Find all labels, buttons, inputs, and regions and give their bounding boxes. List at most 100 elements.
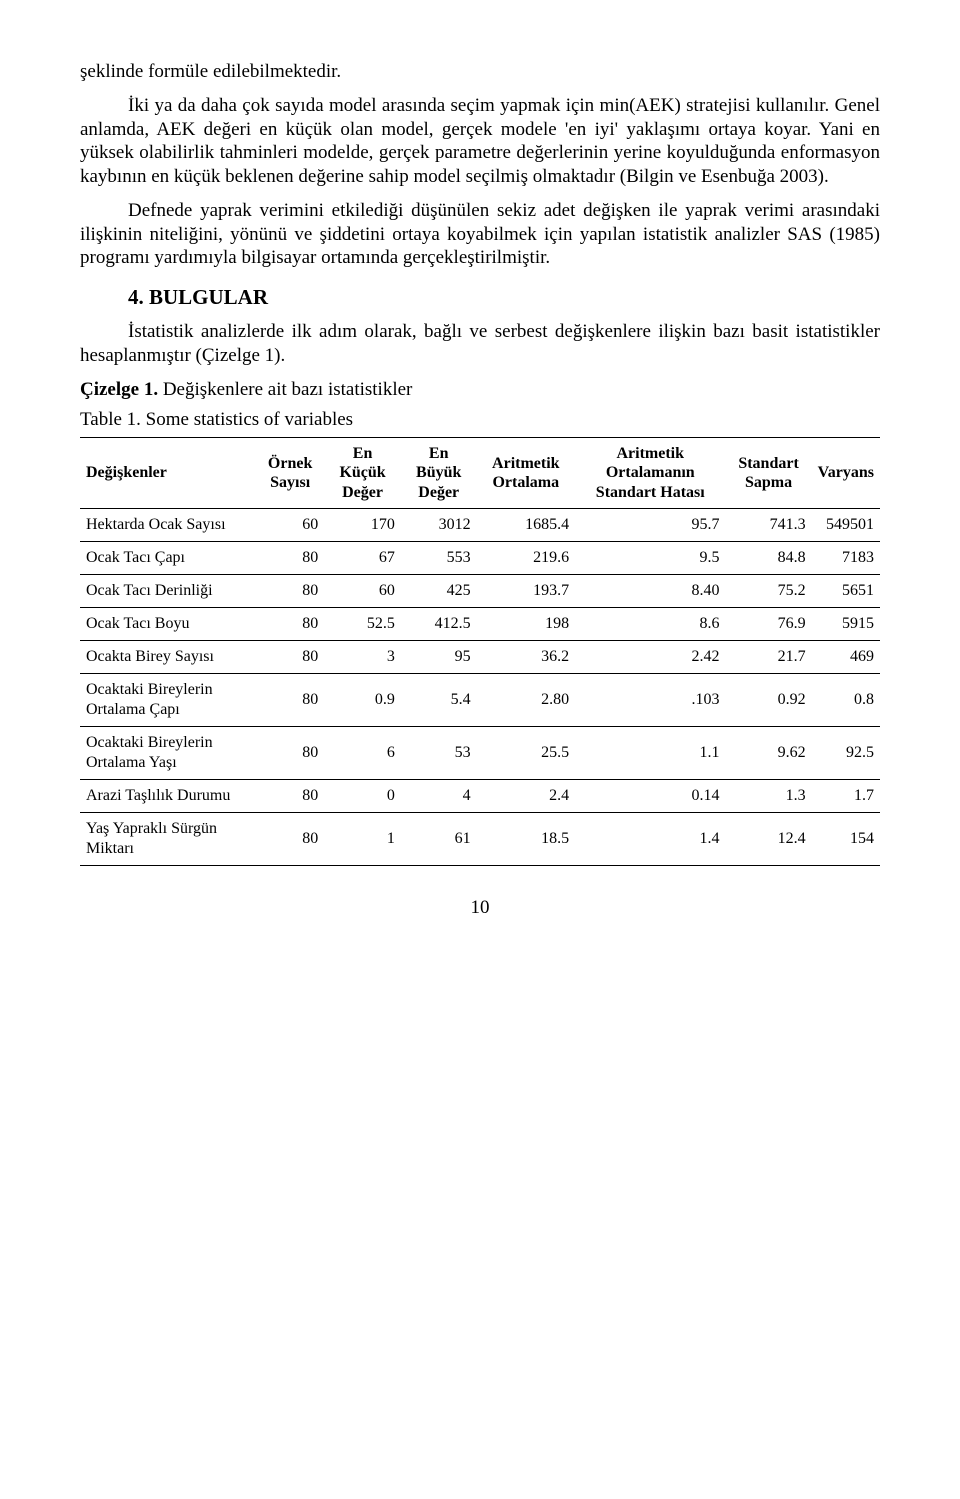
cell-value: 2.42: [575, 640, 725, 673]
cell-value: 25.5: [477, 726, 575, 779]
cell-value: 0.92: [725, 673, 811, 726]
paragraph-intro-line: şeklinde formüle edilebilmektedir.: [80, 60, 880, 84]
cell-value: 75.2: [725, 574, 811, 607]
th-mean-stderr: Aritmetik Ortalamanın Standart Hatası: [575, 438, 725, 509]
cell-value: 1.1: [575, 726, 725, 779]
cell-value: 52.5: [324, 607, 401, 640]
th-min-value: En Küçük Değer: [324, 438, 401, 509]
cell-value: 9.5: [575, 541, 725, 574]
cell-value: 60: [256, 508, 324, 541]
cell-value: 170: [324, 508, 401, 541]
cell-value: 9.62: [725, 726, 811, 779]
cell-variable-name: Arazi Taşlılık Durumu: [80, 779, 256, 812]
cell-value: 53: [401, 726, 477, 779]
cell-value: 1.3: [725, 779, 811, 812]
cell-value: 21.7: [725, 640, 811, 673]
cell-variable-name: Ocak Tacı Boyu: [80, 607, 256, 640]
cell-variable-name: Yaş Yapraklı Sürgün Miktarı: [80, 812, 256, 865]
cell-value: 80: [256, 726, 324, 779]
cell-value: 549501: [812, 508, 880, 541]
table-row: Ocak Tacı Derinliği8060425193.78.4075.25…: [80, 574, 880, 607]
th-variance: Varyans: [812, 438, 880, 509]
cell-value: 80: [256, 607, 324, 640]
cell-value: 1.4: [575, 812, 725, 865]
cell-value: 198: [477, 607, 575, 640]
cell-value: 412.5: [401, 607, 477, 640]
th-max-value: En Büyük Değer: [401, 438, 477, 509]
cell-value: 95: [401, 640, 477, 673]
cell-value: 425: [401, 574, 477, 607]
th-stddev: Standart Sapma: [725, 438, 811, 509]
cell-value: 12.4: [725, 812, 811, 865]
page-number: 10: [80, 896, 880, 920]
cell-value: 1.7: [812, 779, 880, 812]
cell-variable-name: Ocaktaki Bireylerin Ortalama Çapı: [80, 673, 256, 726]
cell-variable-name: Ocakta Birey Sayısı: [80, 640, 256, 673]
paragraph-cizelge-intro: İstatistik analizlerde ilk adım olarak, …: [80, 320, 880, 368]
cell-value: 18.5: [477, 812, 575, 865]
table-row: Ocaktaki Bireylerin Ortalama Yaşı8065325…: [80, 726, 880, 779]
table-caption-en: Table 1. Some statistics of variables: [80, 408, 880, 432]
cell-variable-name: Ocaktaki Bireylerin Ortalama Yaşı: [80, 726, 256, 779]
cell-value: 1685.4: [477, 508, 575, 541]
cell-value: 8.40: [575, 574, 725, 607]
cell-value: 7183: [812, 541, 880, 574]
statistics-table: Değişkenler Örnek Sayısı En Küçük Değer …: [80, 437, 880, 866]
table-header-row: Değişkenler Örnek Sayısı En Küçük Değer …: [80, 438, 880, 509]
cell-value: 2.80: [477, 673, 575, 726]
cell-value: 61: [401, 812, 477, 865]
table-row: Yaş Yapraklı Sürgün Miktarı8016118.51.41…: [80, 812, 880, 865]
table-row: Hektarda Ocak Sayısı6017030121685.495.77…: [80, 508, 880, 541]
caption-text-tr: Değişkenlere ait bazı istatistikler: [163, 379, 413, 400]
cell-value: 8.6: [575, 607, 725, 640]
cell-value: 36.2: [477, 640, 575, 673]
cell-value: 219.6: [477, 541, 575, 574]
paragraph-defnede: Defnede yaprak verimini etkilediği düşün…: [80, 199, 880, 270]
cell-value: 193.7: [477, 574, 575, 607]
cell-value: 80: [256, 574, 324, 607]
cell-variable-name: Hektarda Ocak Sayısı: [80, 508, 256, 541]
cell-value: 5915: [812, 607, 880, 640]
cell-value: 4: [401, 779, 477, 812]
cell-value: 0.9: [324, 673, 401, 726]
cell-value: 76.9: [725, 607, 811, 640]
table-body: Hektarda Ocak Sayısı6017030121685.495.77…: [80, 508, 880, 865]
cell-value: 80: [256, 779, 324, 812]
cell-value: 80: [256, 541, 324, 574]
cell-value: 0: [324, 779, 401, 812]
table-row: Ocakta Birey Sayısı8039536.22.4221.7469: [80, 640, 880, 673]
table-caption-tr: Çizelge 1. Değişkenlere ait bazı istatis…: [80, 378, 880, 402]
cell-value: 84.8: [725, 541, 811, 574]
cell-variable-name: Ocak Tacı Çapı: [80, 541, 256, 574]
section-heading-bulgular: 4. BULGULAR: [128, 284, 880, 310]
th-sample-count: Örnek Sayısı: [256, 438, 324, 509]
cell-value: 92.5: [812, 726, 880, 779]
cell-value: .103: [575, 673, 725, 726]
cell-value: 0.8: [812, 673, 880, 726]
cell-value: 553: [401, 541, 477, 574]
cell-value: 741.3: [725, 508, 811, 541]
cell-variable-name: Ocak Tacı Derinliği: [80, 574, 256, 607]
caption-label-tr: Çizelge 1.: [80, 379, 158, 400]
cell-value: 80: [256, 640, 324, 673]
cell-value: 5.4: [401, 673, 477, 726]
table-row: Ocak Tacı Çapı8067553219.69.584.87183: [80, 541, 880, 574]
paragraph-strategy: İki ya da daha çok sayıda model arasında…: [80, 94, 880, 189]
cell-value: 80: [256, 673, 324, 726]
th-variables: Değişkenler: [80, 438, 256, 509]
cell-value: 469: [812, 640, 880, 673]
table-row: Ocak Tacı Boyu8052.5412.51988.676.95915: [80, 607, 880, 640]
cell-value: 60: [324, 574, 401, 607]
cell-value: 67: [324, 541, 401, 574]
cell-value: 6: [324, 726, 401, 779]
th-mean: Aritmetik Ortalama: [477, 438, 575, 509]
cell-value: 154: [812, 812, 880, 865]
cell-value: 95.7: [575, 508, 725, 541]
cell-value: 80: [256, 812, 324, 865]
cell-value: 5651: [812, 574, 880, 607]
table-row: Ocaktaki Bireylerin Ortalama Çapı800.95.…: [80, 673, 880, 726]
table-row: Arazi Taşlılık Durumu80042.40.141.31.7: [80, 779, 880, 812]
cell-value: 2.4: [477, 779, 575, 812]
cell-value: 3012: [401, 508, 477, 541]
cell-value: 0.14: [575, 779, 725, 812]
